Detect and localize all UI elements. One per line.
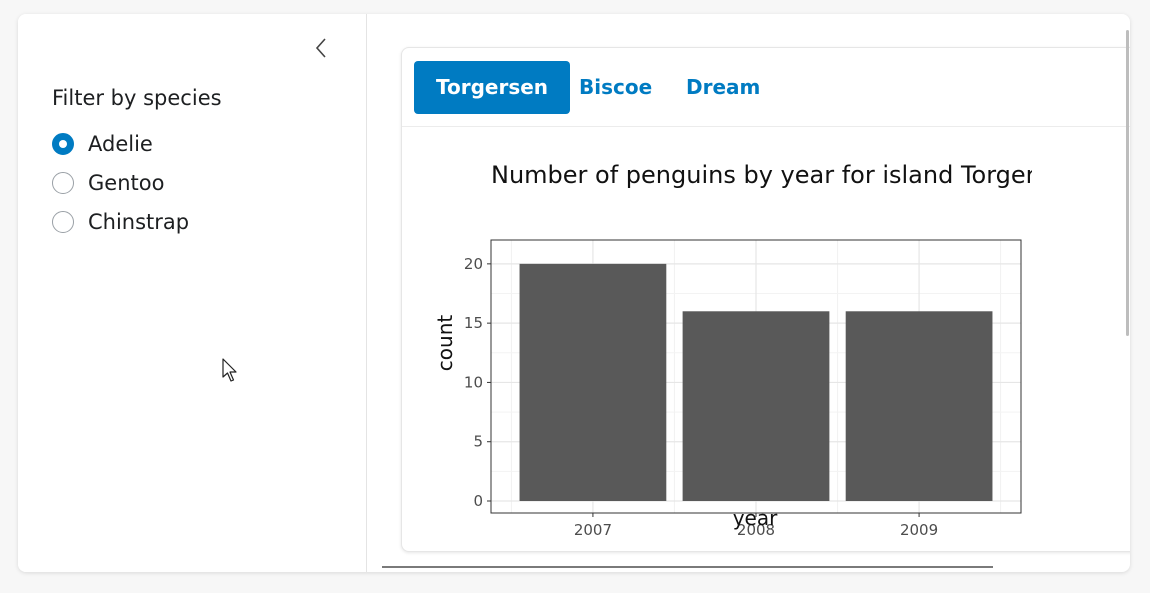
y-tick-label: 10 (464, 373, 483, 391)
y-tick-label: 20 (464, 255, 483, 273)
horizontal-scrollbar[interactable] (382, 566, 993, 568)
tab-biscoe[interactable]: Biscoe (579, 75, 653, 99)
radio-option-gentoo[interactable]: Gentoo (52, 163, 189, 202)
plot-area: Number of penguins by year for island To… (402, 127, 1130, 551)
radio-label: Gentoo (88, 170, 165, 195)
tabbed-card: Torgersen Biscoe Dream Number of penguin… (401, 47, 1130, 552)
x-tick-label: 2007 (574, 521, 612, 539)
radio-option-adelie[interactable]: Adelie (52, 124, 189, 163)
bar-2008 (682, 311, 830, 501)
chart-title: Number of penguins by year for island To… (491, 161, 1078, 189)
bar-chart: Number of penguins by year for island To… (433, 161, 1078, 539)
tab-dream[interactable]: Dream (686, 75, 761, 99)
y-tick-label: 15 (464, 314, 483, 332)
chevron-left-icon (315, 38, 326, 58)
sidebar-collapse-button[interactable] (310, 36, 334, 60)
filter-label: Filter by species (52, 86, 222, 110)
radio-button[interactable] (52, 132, 74, 155)
y-tick-label: 0 (473, 492, 483, 510)
main-panel: Torgersen Biscoe Dream Number of penguin… (367, 14, 1130, 572)
x-tick-label: 2008 (737, 521, 775, 539)
species-radio-group: Adelie Gentoo Chinstrap (52, 124, 189, 241)
radio-button[interactable] (52, 210, 74, 233)
island-tab-bar: Torgersen Biscoe Dream (402, 48, 1130, 127)
radio-button[interactable] (52, 171, 74, 194)
bar-2007 (519, 263, 667, 501)
app-window: Filter by species Adelie Gentoo Chinstra… (18, 14, 1130, 572)
radio-option-chinstrap[interactable]: Chinstrap (52, 202, 189, 241)
x-axis-label: year (733, 506, 778, 530)
y-tick-label: 5 (473, 433, 483, 451)
radio-label: Adelie (88, 131, 153, 156)
y-axis-label: count (433, 315, 457, 372)
mouse-cursor-icon (222, 358, 238, 388)
bar-2009 (845, 311, 993, 501)
sidebar: Filter by species Adelie Gentoo Chinstra… (18, 14, 367, 572)
radio-label: Chinstrap (88, 209, 190, 234)
x-tick-label: 2009 (900, 521, 938, 539)
tab-torgersen[interactable]: Torgersen (414, 61, 571, 114)
vertical-scrollbar[interactable] (1126, 30, 1129, 336)
